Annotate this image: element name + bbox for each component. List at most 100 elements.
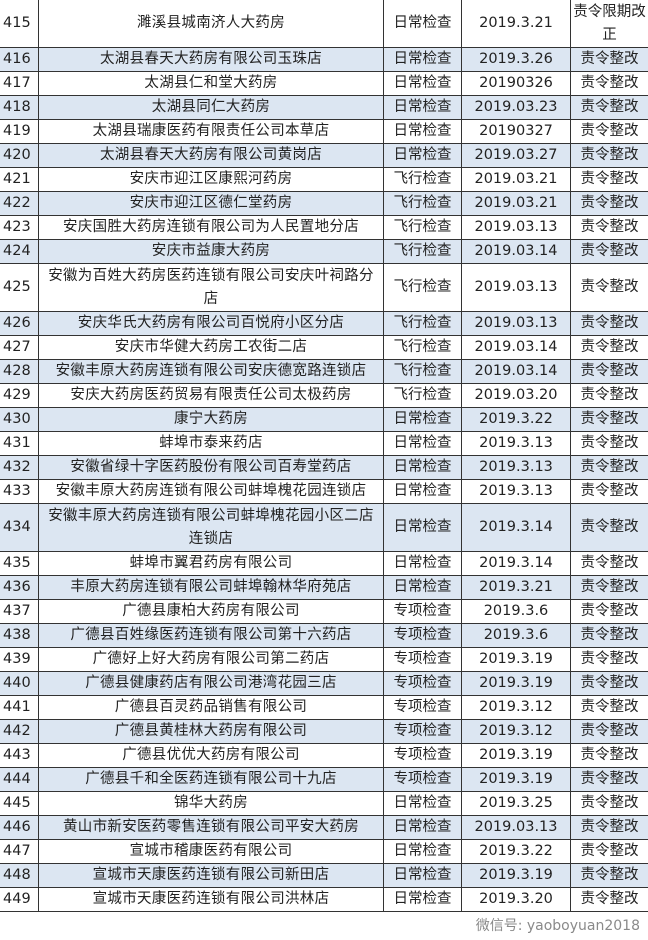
- check-date: 2019.3.6: [462, 624, 571, 648]
- row-number: 426: [0, 312, 39, 336]
- check-result: 责令整改: [571, 96, 648, 120]
- row-number: 446: [0, 816, 39, 840]
- store-name: 濉溪县城南济人大药房: [39, 0, 384, 48]
- check-type: 日常检查: [384, 456, 462, 480]
- check-type: 日常检查: [384, 840, 462, 864]
- check-type: 飞行检查: [384, 240, 462, 264]
- row-number: 432: [0, 456, 39, 480]
- check-result: 责令整改: [571, 792, 648, 816]
- check-result: 责令整改: [571, 504, 648, 552]
- check-type: 飞行检查: [384, 264, 462, 312]
- check-date: 2019.03.27: [462, 144, 571, 168]
- check-date: 2019.03.23: [462, 96, 571, 120]
- check-type: 日常检查: [384, 144, 462, 168]
- check-result: 责令整改: [571, 696, 648, 720]
- check-date: 2019.3.22: [462, 840, 571, 864]
- check-type: 飞行检查: [384, 216, 462, 240]
- row-number: 445: [0, 792, 39, 816]
- watermark: 微信号: yaoboyuan2018: [476, 916, 640, 936]
- store-name: 锦华大药房: [39, 792, 384, 816]
- check-date: 2019.3.20: [462, 888, 571, 912]
- store-name: 广德县健康药店有限公司港湾花园三店: [39, 672, 384, 696]
- store-name: 康宁大药房: [39, 408, 384, 432]
- check-type: 专项检查: [384, 648, 462, 672]
- store-name: 安徽为百姓大药房医药连锁有限公司安庆叶祠路分店: [39, 264, 384, 312]
- check-date: 2019.03.13: [462, 216, 571, 240]
- check-date: 2019.3.21: [462, 576, 571, 600]
- check-type: 日常检查: [384, 120, 462, 144]
- check-result: 责令整改: [571, 360, 648, 384]
- check-result: 责令整改: [571, 840, 648, 864]
- check-result: 责令整改: [571, 312, 648, 336]
- check-date: 2019.03.13: [462, 264, 571, 312]
- row-number: 430: [0, 408, 39, 432]
- check-date: 20190327: [462, 120, 571, 144]
- check-date: 2019.3.21: [462, 0, 571, 48]
- store-name: 安徽丰原大药房连锁有限公司安庆德宽路连锁店: [39, 360, 384, 384]
- check-type: 专项检查: [384, 768, 462, 792]
- check-date: 2019.3.19: [462, 744, 571, 768]
- check-type: 专项检查: [384, 672, 462, 696]
- check-type: 飞行检查: [384, 384, 462, 408]
- check-date: 2019.03.14: [462, 240, 571, 264]
- check-result: 责令整改: [571, 168, 648, 192]
- row-number: 427: [0, 336, 39, 360]
- store-name: 安徽丰原大药房连锁有限公司蚌埠槐花园小区二店连锁店: [39, 504, 384, 552]
- store-name: 广德县优优大药房有限公司: [39, 744, 384, 768]
- store-name: 安庆华氏大药房有限公司百悦府小区分店: [39, 312, 384, 336]
- check-result: 责令整改: [571, 744, 648, 768]
- store-name: 安庆市华健大药房工农街二店: [39, 336, 384, 360]
- row-number: 437: [0, 600, 39, 624]
- check-date: 2019.3.12: [462, 720, 571, 744]
- check-type: 飞行检查: [384, 192, 462, 216]
- store-name: 安徽丰原大药房连锁有限公司蚌埠槐花园连锁店: [39, 480, 384, 504]
- check-type: 日常检查: [384, 408, 462, 432]
- check-result: 责令整改: [571, 576, 648, 600]
- check-date: 2019.3.26: [462, 48, 571, 72]
- store-name: 安庆大药房医药贸易有限责任公司太极药房: [39, 384, 384, 408]
- check-result: 责令整改: [571, 648, 648, 672]
- check-type: 飞行检查: [384, 168, 462, 192]
- check-date: 2019.3.19: [462, 648, 571, 672]
- store-name: 宣城市天康医药连锁有限公司新田店: [39, 864, 384, 888]
- check-type: 日常检查: [384, 0, 462, 48]
- store-name: 安徽省绿十字医药股份有限公司百寿堂药店: [39, 456, 384, 480]
- row-number: 431: [0, 432, 39, 456]
- check-result: 责令整改: [571, 240, 648, 264]
- store-name: 丰原大药房连锁有限公司蚌埠翰林华府苑店: [39, 576, 384, 600]
- check-result: 责令整改: [571, 720, 648, 744]
- check-result: 责令限期改正: [571, 0, 648, 48]
- check-type: 飞行检查: [384, 312, 462, 336]
- check-type: 飞行检查: [384, 336, 462, 360]
- row-number: 433: [0, 480, 39, 504]
- check-type: 日常检查: [384, 552, 462, 576]
- row-number: 422: [0, 192, 39, 216]
- check-date: 2019.03.13: [462, 312, 571, 336]
- check-date: 2019.3.14: [462, 552, 571, 576]
- row-number: 419: [0, 120, 39, 144]
- row-number: 421: [0, 168, 39, 192]
- check-date: 2019.3.25: [462, 792, 571, 816]
- check-type: 日常检查: [384, 792, 462, 816]
- check-result: 责令整改: [571, 408, 648, 432]
- check-result: 责令整改: [571, 72, 648, 96]
- row-number: 440: [0, 672, 39, 696]
- check-result: 责令整改: [571, 456, 648, 480]
- check-date: 2019.3.22: [462, 408, 571, 432]
- check-result: 责令整改: [571, 216, 648, 240]
